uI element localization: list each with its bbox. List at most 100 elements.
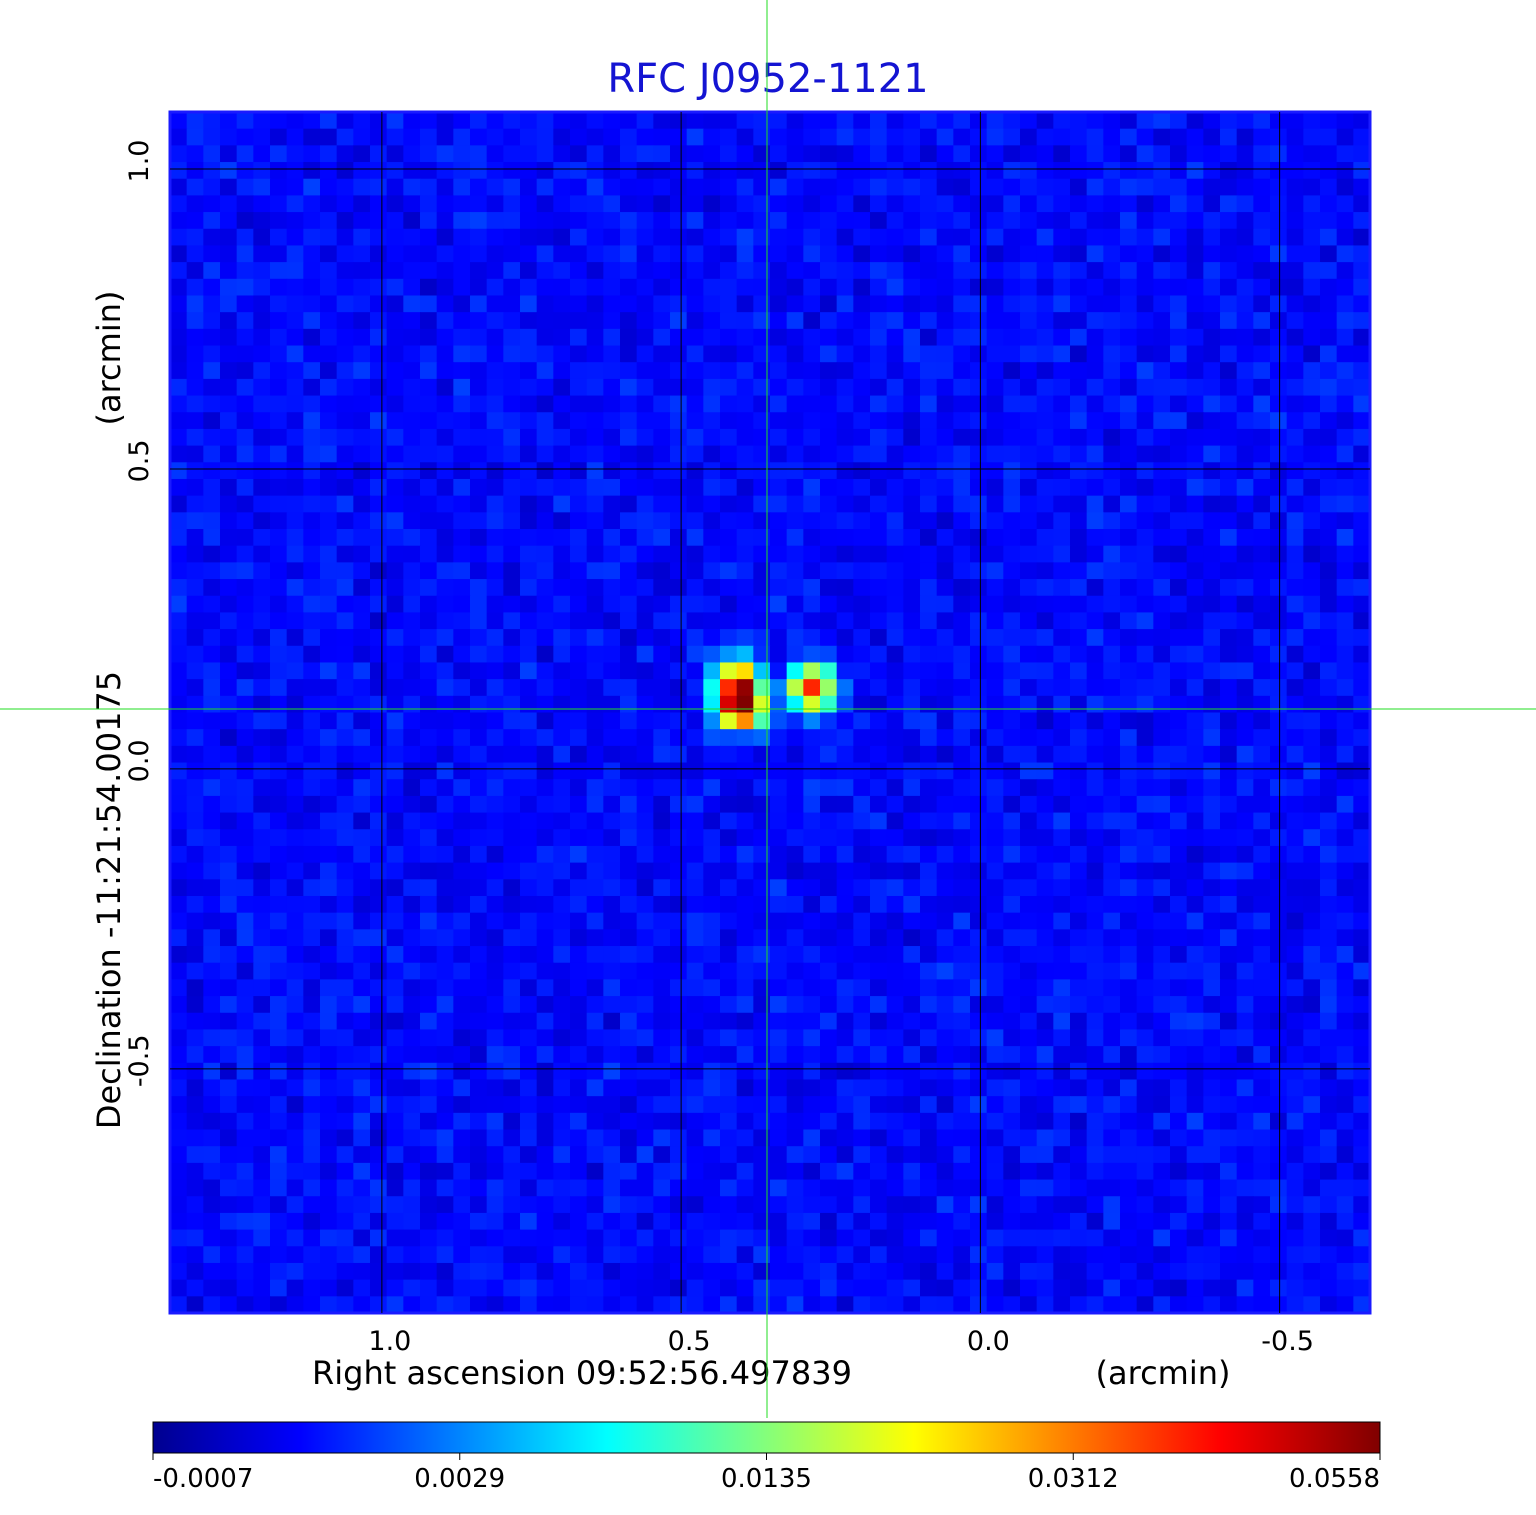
image-pixel xyxy=(503,1046,521,1064)
image-pixel xyxy=(320,312,338,330)
image-pixel xyxy=(320,445,338,463)
image-pixel xyxy=(470,178,488,197)
image-pixel xyxy=(1170,829,1188,847)
image-pixel xyxy=(270,1129,288,1147)
image-pixel xyxy=(286,562,304,580)
image-pixel xyxy=(770,545,788,563)
image-pixel xyxy=(1303,162,1321,180)
image-pixel xyxy=(1036,779,1054,797)
image-pixel xyxy=(253,679,271,697)
image-pixel xyxy=(1170,262,1188,280)
image-pixel xyxy=(270,962,288,980)
image-pixel xyxy=(786,779,804,797)
image-pixel xyxy=(436,1196,454,1214)
image-pixel xyxy=(903,579,921,597)
image-pixel xyxy=(886,662,904,680)
image-pixel xyxy=(786,695,804,714)
image-pixel xyxy=(386,729,404,747)
image-pixel xyxy=(320,1096,338,1114)
image-pixel xyxy=(303,929,321,947)
image-pixel xyxy=(236,812,254,830)
image-pixel xyxy=(1253,679,1271,697)
image-pixel xyxy=(186,695,204,714)
image-pixel xyxy=(270,745,288,764)
image-pixel xyxy=(720,946,738,964)
image-pixel xyxy=(553,912,571,930)
image-pixel xyxy=(436,679,454,697)
image-pixel xyxy=(686,495,704,513)
image-pixel xyxy=(1220,1129,1238,1147)
image-pixel xyxy=(586,579,604,597)
image-pixel xyxy=(520,612,538,630)
image-pixel xyxy=(836,996,854,1014)
image-pixel xyxy=(470,946,488,964)
image-pixel xyxy=(753,328,771,347)
image-pixel xyxy=(970,378,988,397)
image-pixel xyxy=(1286,529,1304,547)
image-pixel xyxy=(386,1029,404,1047)
image-pixel xyxy=(653,1179,671,1197)
image-pixel xyxy=(220,1229,238,1247)
image-pixel xyxy=(903,378,921,397)
image-pixel xyxy=(1303,612,1321,630)
image-pixel xyxy=(386,1046,404,1064)
image-pixel xyxy=(1053,278,1071,297)
image-pixel xyxy=(536,745,554,764)
image-pixel xyxy=(853,128,871,146)
image-pixel xyxy=(1353,612,1371,630)
image-pixel xyxy=(886,729,904,747)
image-pixel xyxy=(853,1112,871,1131)
image-pixel xyxy=(420,228,438,247)
image-pixel xyxy=(1270,1229,1288,1247)
image-pixel xyxy=(1203,929,1221,947)
image-pixel xyxy=(1220,428,1238,447)
image-pixel xyxy=(470,1246,488,1264)
image-pixel xyxy=(570,162,588,180)
image-pixel xyxy=(353,929,371,947)
image-pixel xyxy=(1020,1079,1038,1097)
image-pixel xyxy=(403,212,421,230)
image-pixel xyxy=(786,912,804,930)
image-pixel xyxy=(920,912,938,930)
image-pixel xyxy=(253,645,271,664)
image-pixel xyxy=(736,1196,754,1214)
image-pixel xyxy=(970,862,988,880)
image-pixel xyxy=(703,1162,721,1181)
image-pixel xyxy=(570,1162,588,1181)
image-pixel xyxy=(520,112,538,130)
image-pixel xyxy=(1220,946,1238,964)
image-pixel xyxy=(186,1012,204,1031)
image-pixel xyxy=(1136,695,1154,714)
image-pixel xyxy=(936,829,954,847)
image-pixel xyxy=(836,729,854,747)
image-pixel xyxy=(236,1196,254,1214)
image-pixel xyxy=(653,1129,671,1147)
image-pixel xyxy=(353,645,371,664)
image-pixel xyxy=(736,112,754,130)
image-pixel xyxy=(1203,1229,1221,1247)
image-pixel xyxy=(1303,228,1321,247)
image-pixel xyxy=(986,996,1004,1014)
image-pixel xyxy=(253,712,271,730)
image-pixel xyxy=(1320,262,1338,280)
image-pixel xyxy=(1336,729,1354,747)
image-pixel xyxy=(1120,145,1138,163)
image-pixel xyxy=(570,662,588,680)
image-pixel xyxy=(303,1062,321,1081)
image-pixel xyxy=(286,762,304,780)
image-pixel xyxy=(170,362,188,380)
image-pixel xyxy=(653,879,671,897)
image-pixel xyxy=(353,879,371,897)
image-pixel xyxy=(1170,395,1188,413)
image-pixel xyxy=(1220,645,1238,664)
image-pixel xyxy=(903,1029,921,1047)
image-pixel xyxy=(1003,212,1021,230)
image-pixel xyxy=(1120,662,1138,680)
image-pixel xyxy=(686,412,704,430)
image-pixel xyxy=(1320,929,1338,947)
image-pixel xyxy=(1103,295,1121,313)
image-pixel xyxy=(720,695,738,714)
image-pixel xyxy=(1353,145,1371,163)
image-pixel xyxy=(1003,412,1021,430)
image-pixel xyxy=(1253,1162,1271,1181)
